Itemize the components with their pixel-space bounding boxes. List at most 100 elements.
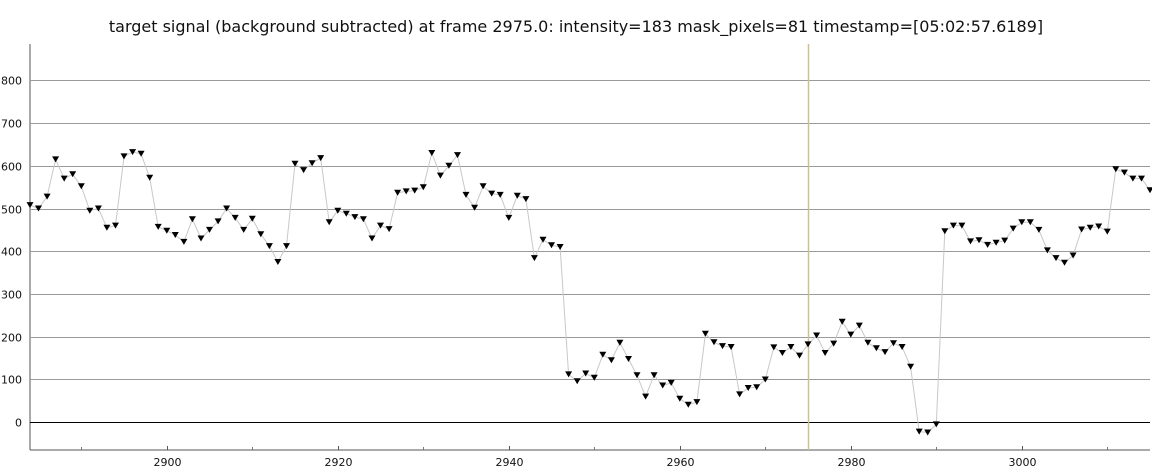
x-tick-label: 2980 [838,456,866,469]
data-point-marker [300,167,308,174]
data-point-marker [129,149,137,156]
x-tick-label: 2940 [496,456,524,469]
data-point-marker [86,207,94,214]
y-tick-label: 800 [1,75,22,88]
data-point-marker [103,224,111,231]
data-point-marker [625,356,632,362]
data-point-marker [419,184,427,191]
data-point-marker [436,172,444,179]
data-point-marker [932,421,940,428]
data-point-marker [1052,255,1060,262]
data-point-marker [565,371,573,378]
data-point-marker [163,227,171,234]
data-point-marker [975,237,983,244]
data-point-marker [402,188,410,195]
x-tick-label: 2960 [667,456,695,469]
data-point-marker [872,345,880,352]
data-point-marker [60,175,68,182]
data-point-marker [719,343,726,350]
data-point-marker [898,344,906,350]
data-point-marker [744,385,752,391]
data-point-marker [137,150,145,157]
data-point-marker [573,378,581,385]
data-point-marker [274,259,282,265]
data-point-marker [496,191,504,198]
data-point-marker [548,242,555,249]
data-point-marker [838,318,846,325]
data-point-marker [120,153,128,160]
data-point-marker [1018,219,1026,226]
y-tick-label: 600 [1,161,22,174]
data-point-marker [881,349,889,356]
data-point-marker [522,196,530,203]
data-point-marker [633,372,641,379]
y-tick-label: 100 [1,374,22,387]
data-point-marker [240,226,248,233]
data-point-marker [736,391,744,398]
data-point-marker [830,340,838,347]
data-point-marker [1103,228,1111,235]
series-line [29,151,1151,434]
data-point-marker [206,226,213,233]
data-point-marker [607,357,615,364]
data-point-marker [52,156,60,163]
data-point-marker [231,214,239,221]
data-point-marker [171,232,179,238]
data-point-marker [650,372,658,379]
data-point-marker [599,351,607,358]
data-point-marker [693,399,701,406]
data-point-marker [334,207,342,214]
data-point-marker [1078,226,1086,233]
data-point-marker [308,160,316,167]
data-point-marker [915,428,923,435]
data-point-marker [291,160,299,167]
data-point-marker [539,236,547,243]
data-point-marker [394,189,402,196]
y-tick-label: 300 [1,289,22,302]
data-point-marker [530,255,538,262]
data-point-marker [188,216,196,223]
data-point-marker [77,183,85,190]
data-point-marker [359,216,367,223]
data-point-marker [821,350,829,356]
data-point-marker [1129,175,1137,182]
data-point-marker [368,235,376,242]
data-point-marker [1112,166,1120,173]
data-point-marker [197,235,205,242]
y-tick-label: 500 [1,204,22,217]
data-point-marker [488,190,496,197]
data-point-marker [248,215,256,222]
data-point-marker [445,162,453,169]
data-point-marker [325,219,333,226]
data-point-marker [223,205,231,212]
data-point-marker [684,401,692,408]
data-point-marker [351,214,359,221]
data-point-marker [26,202,34,209]
data-point-marker [590,374,598,381]
data-point-marker [958,222,966,229]
data-point-marker [377,222,384,229]
data-point-marker [1069,252,1077,259]
data-point-marker [1043,247,1051,254]
data-point-marker [924,429,932,436]
data-point-marker [1120,169,1128,176]
x-tick-label: 2900 [154,456,182,469]
data-point-marker [787,344,795,350]
data-point-marker [676,395,684,402]
data-point-marker [1001,237,1009,244]
data-point-marker [616,339,624,346]
data-point-marker [761,376,769,383]
data-point-marker [505,214,513,221]
data-point-marker [257,231,265,238]
data-point-marker [642,393,650,400]
y-tick-label: 0 [15,417,22,430]
data-point-marker [342,210,350,217]
data-point-marker [43,193,51,200]
chart-title: target signal (background subtracted) at… [108,17,1044,36]
data-point-marker [265,243,273,250]
data-point-marker [1095,223,1103,230]
data-point-marker [778,350,786,356]
data-point-marker [428,150,436,156]
data-point-marker [796,352,803,359]
y-tick-label: 400 [1,246,22,259]
